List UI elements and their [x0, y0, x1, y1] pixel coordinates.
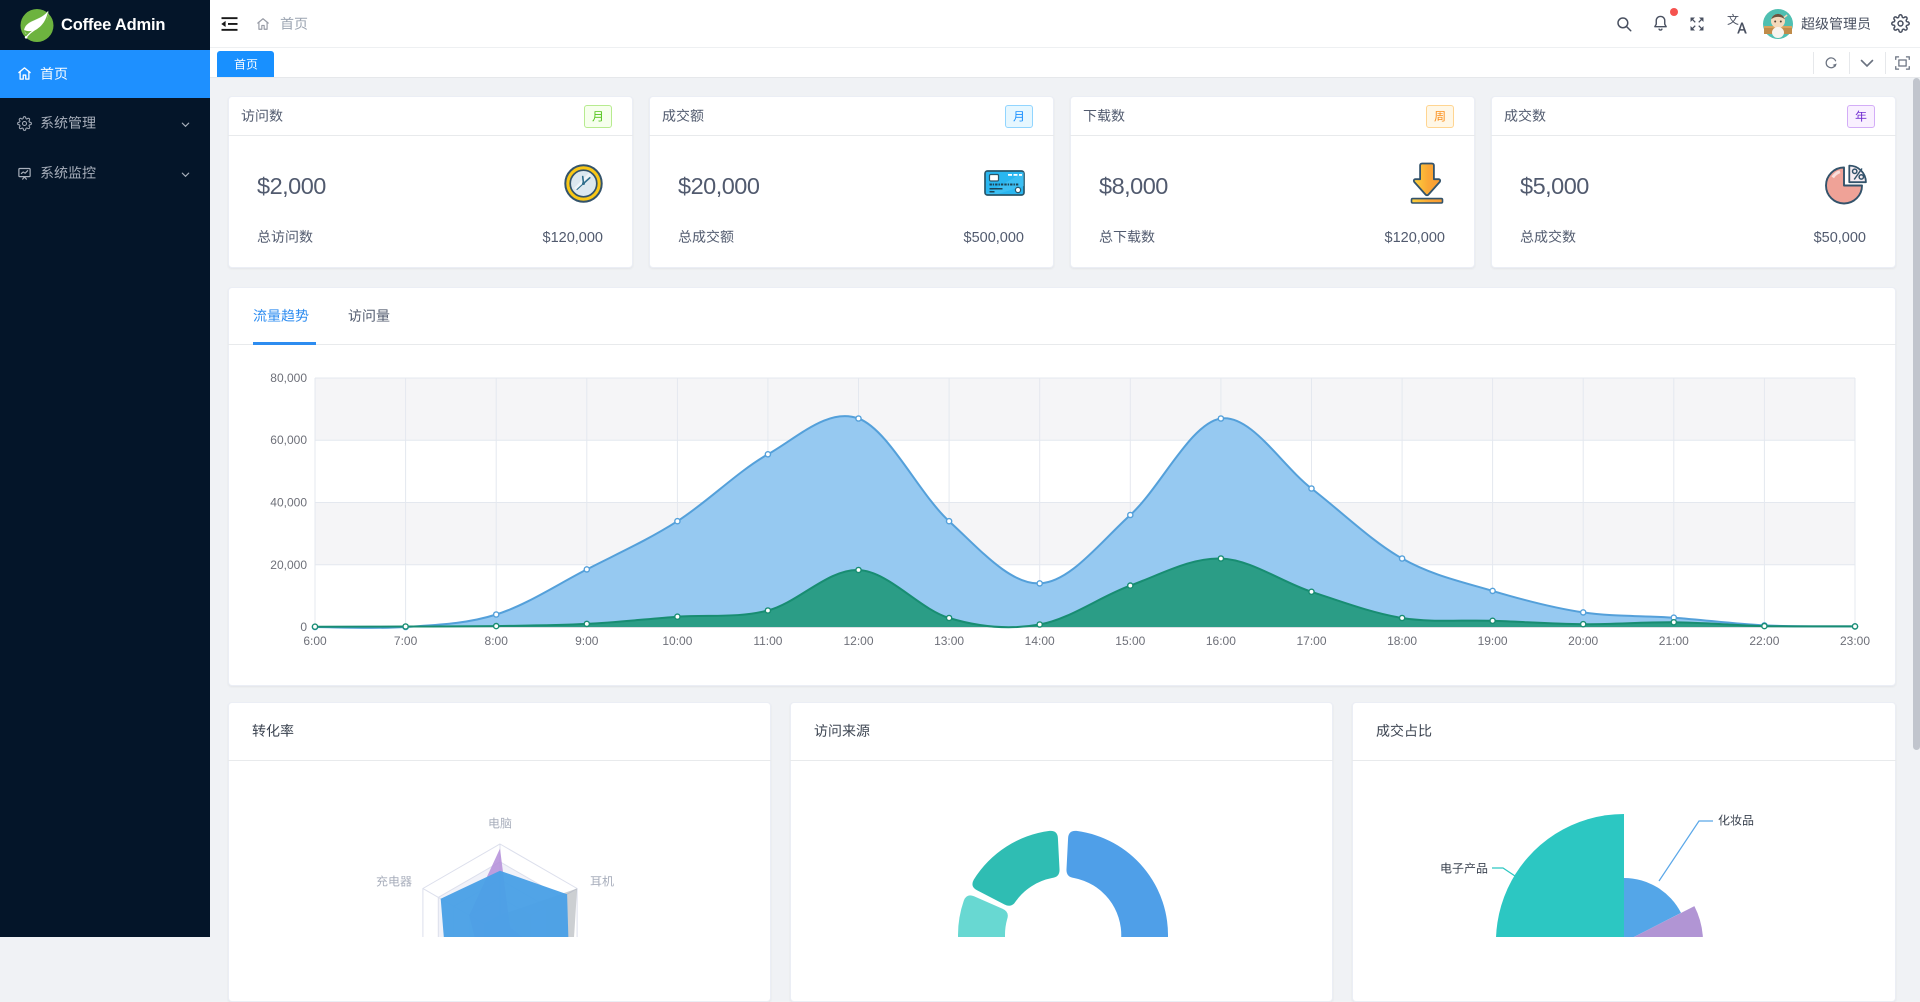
svg-text:16:00: 16:00 [1206, 634, 1236, 648]
svg-text:60,000: 60,000 [270, 433, 307, 447]
svg-text:11:00: 11:00 [753, 634, 782, 648]
svg-text:9:00: 9:00 [575, 634, 599, 648]
svg-text:17:00: 17:00 [1296, 634, 1326, 648]
svg-text:20:00: 20:00 [1568, 634, 1598, 648]
svg-text:14:00: 14:00 [1025, 634, 1055, 648]
svg-text:7:00: 7:00 [394, 634, 418, 648]
svg-text:6:00: 6:00 [303, 634, 327, 648]
svg-text:40,000: 40,000 [270, 496, 307, 510]
svg-text:8:00: 8:00 [485, 634, 509, 648]
svg-text:80,000: 80,000 [270, 371, 307, 385]
svg-text:18:00: 18:00 [1387, 634, 1417, 648]
svg-text:0: 0 [300, 620, 307, 634]
svg-text:12:00: 12:00 [843, 634, 873, 648]
svg-text:22:00: 22:00 [1749, 634, 1779, 648]
svg-text:23:00: 23:00 [1840, 634, 1870, 648]
svg-text:13:00: 13:00 [934, 634, 964, 648]
svg-text:21:00: 21:00 [1659, 634, 1689, 648]
svg-text:19:00: 19:00 [1478, 634, 1508, 648]
svg-text:10:00: 10:00 [662, 634, 692, 648]
svg-text:20,000: 20,000 [270, 558, 307, 572]
svg-text:15:00: 15:00 [1115, 634, 1145, 648]
